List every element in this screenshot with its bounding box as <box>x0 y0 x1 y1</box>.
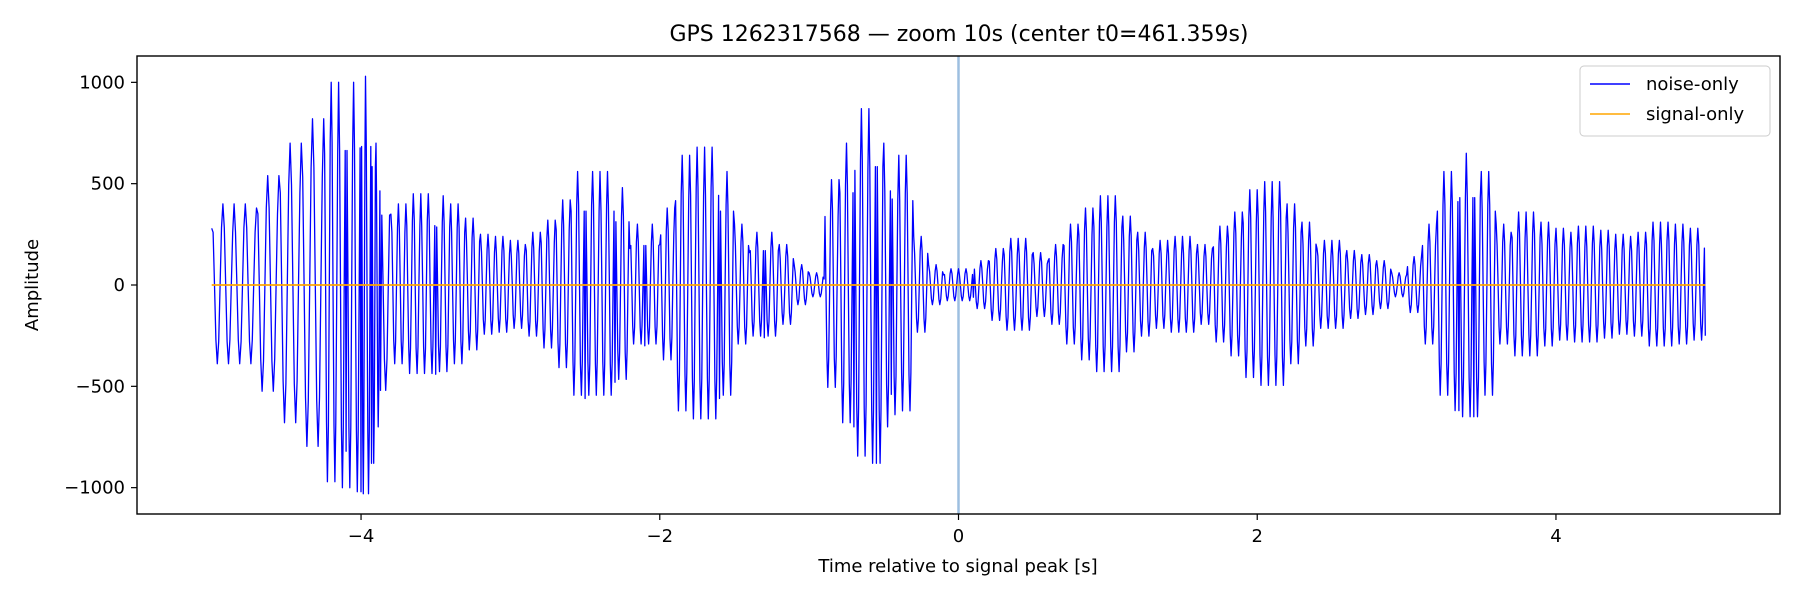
series-line-noise-only <box>211 75 1706 495</box>
y-tick-label: 500 <box>91 174 125 195</box>
axes: −4 −2 0 2 4 1000 500 0 −500 −1000 <box>64 72 1562 547</box>
x-axis-label: Time relative to signal peak [s] <box>817 556 1097 577</box>
x-tick-label: −4 <box>348 526 375 547</box>
y-tick-label: 1000 <box>79 72 125 93</box>
x-tick-label: 4 <box>1550 526 1561 547</box>
x-tick-label: −2 <box>646 526 673 547</box>
legend-label-noise-only: noise-only <box>1646 74 1739 95</box>
y-tick-label: 0 <box>114 275 125 296</box>
chart-title: GPS 1262317568 — zoom 10s (center t0=461… <box>669 22 1248 47</box>
plot-area <box>211 56 1706 514</box>
y-tick-label: −500 <box>76 376 125 397</box>
y-axis-label: Amplitude <box>22 239 43 331</box>
legend-label-signal-only: signal-only <box>1646 104 1744 125</box>
y-tick-label: −1000 <box>64 478 125 499</box>
legend: noise-only signal-only <box>1579 65 1771 137</box>
x-tick-label: 0 <box>953 526 964 547</box>
x-tick-label: 2 <box>1252 526 1263 547</box>
